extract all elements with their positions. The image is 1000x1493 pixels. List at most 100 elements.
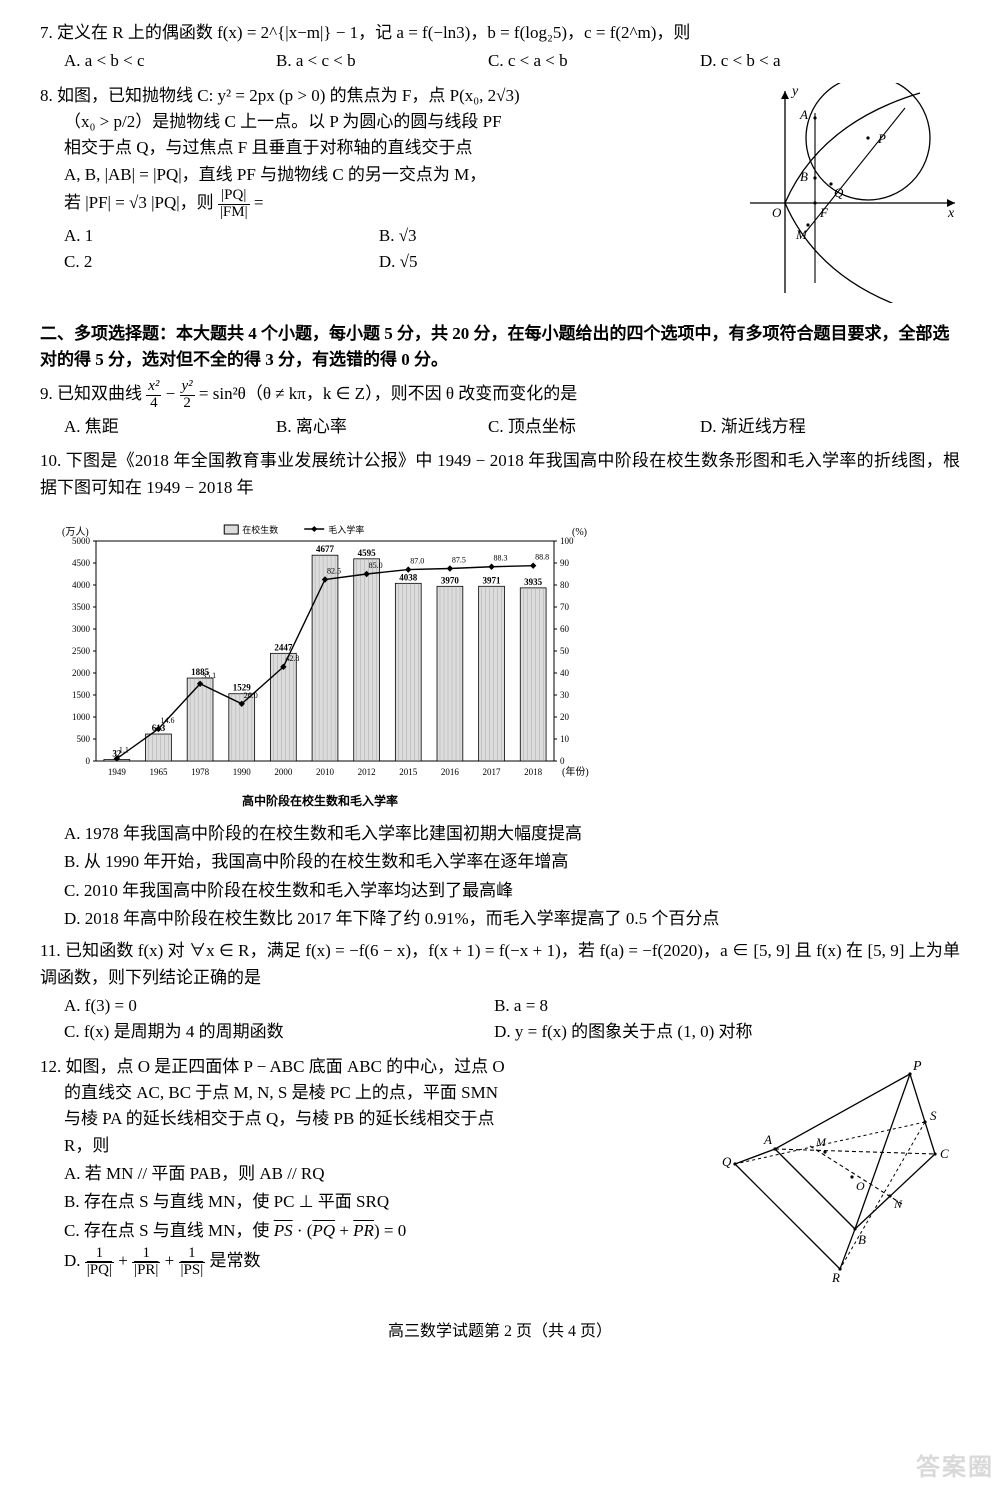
svg-text:2000: 2000 [72, 668, 91, 678]
svg-text:90: 90 [560, 558, 570, 568]
svg-text:82.5: 82.5 [327, 566, 341, 575]
q12-figure: P A B C Q R O M N S [720, 1054, 960, 1284]
q9-opt-d: D. 渐近线方程 [700, 414, 912, 440]
svg-text:(%): (%) [572, 527, 587, 538]
svg-text:40: 40 [560, 668, 570, 678]
svg-text:F: F [819, 205, 829, 220]
svg-text:Q: Q [834, 185, 844, 200]
q9-opt-b: B. 离心率 [276, 414, 488, 440]
svg-text:B: B [800, 169, 808, 184]
svg-text:50: 50 [560, 646, 570, 656]
svg-text:2016: 2016 [441, 767, 460, 777]
svg-text:M: M [795, 227, 808, 242]
svg-text:3970: 3970 [441, 575, 460, 585]
svg-text:4595: 4595 [358, 548, 377, 558]
watermark: 答案圈 [916, 1450, 994, 1487]
q11-opt-a: A. f(3) = 0 [64, 993, 494, 1019]
svg-text:O: O [856, 1179, 865, 1193]
svg-text:85.0: 85.0 [369, 561, 383, 570]
svg-text:1990: 1990 [233, 767, 252, 777]
q8-figure: y x O F A B P Q M [730, 83, 960, 303]
svg-text:70: 70 [560, 602, 570, 612]
svg-text:3500: 3500 [72, 602, 91, 612]
svg-text:2017: 2017 [483, 767, 502, 777]
svg-text:1965: 1965 [149, 767, 168, 777]
svg-text:N: N [893, 1197, 903, 1211]
svg-text:S: S [930, 1108, 937, 1123]
svg-text:毛入学率: 毛入学率 [328, 524, 364, 535]
q10-opt-c: C. 2010 年我国高中阶段在校生数和毛入学率均达到了最高峰 [64, 878, 960, 904]
svg-text:O: O [772, 205, 782, 220]
svg-text:M: M [815, 1135, 827, 1149]
q7-opt-c: C. c < a < b [488, 48, 700, 74]
section-2-heading: 二、多项选择题：本大题共 4 个小题，每小题 5 分，共 20 分，在每小题给出… [40, 321, 960, 374]
q11-stem: 11. 已知函数 f(x) 对 ∀x ∈ R，满足 f(x) = −f(6 − … [40, 938, 960, 991]
page-footer: 高三数学试题第 2 页（共 4 页） [40, 1320, 960, 1345]
svg-text:88.8: 88.8 [535, 553, 549, 562]
svg-text:2447: 2447 [274, 642, 293, 652]
svg-text:14.6: 14.6 [160, 716, 174, 725]
q7-opt-a: A. a < b < c [64, 48, 276, 74]
svg-text:88.3: 88.3 [494, 554, 508, 563]
svg-text:2012: 2012 [358, 767, 376, 777]
svg-text:30: 30 [560, 690, 570, 700]
q7-stem: 7. 定义在 R 上的偶函数 f(x) = 2^{|x−m|} − 1，记 a … [40, 20, 960, 46]
q8-opt-b: B. √3 [379, 223, 694, 249]
q10-stem: 10. 下图是《2018 年全国教育事业发展统计公报》中 1949 − 2018… [40, 448, 960, 501]
svg-text:1.1: 1.1 [119, 745, 129, 754]
svg-text:P: P [912, 1059, 922, 1074]
svg-text:4000: 4000 [72, 580, 91, 590]
svg-text:2000: 2000 [274, 767, 293, 777]
svg-text:高中阶段在校生数和毛入学率: 高中阶段在校生数和毛入学率 [242, 793, 398, 808]
svg-text:500: 500 [77, 734, 91, 744]
svg-text:4500: 4500 [72, 558, 91, 568]
svg-text:4038: 4038 [399, 572, 418, 582]
svg-text:3000: 3000 [72, 624, 91, 634]
svg-text:26.0: 26.0 [244, 691, 258, 700]
svg-text:2018: 2018 [524, 767, 543, 777]
svg-text:2010: 2010 [316, 767, 335, 777]
svg-text:80: 80 [560, 580, 570, 590]
q11-opt-b: B. a = 8 [494, 993, 924, 1019]
q9-opt-a: A. 焦距 [64, 414, 276, 440]
svg-text:2015: 2015 [399, 767, 418, 777]
svg-text:x: x [947, 206, 955, 221]
svg-text:4677: 4677 [316, 544, 335, 554]
svg-text:1949: 1949 [108, 767, 127, 777]
svg-text:1978: 1978 [191, 767, 210, 777]
svg-text:3971: 3971 [483, 575, 502, 585]
svg-text:60: 60 [560, 624, 570, 634]
q11-opt-d: D. y = f(x) 的图象关于点 (1, 0) 对称 [494, 1019, 924, 1045]
q10-opt-b: B. 从 1990 年开始，我国高中阶段的在校生数和毛入学率在逐年增高 [64, 849, 960, 875]
svg-text:87.5: 87.5 [452, 555, 466, 564]
svg-text:1000: 1000 [72, 712, 91, 722]
svg-text:42.8: 42.8 [285, 654, 299, 663]
svg-text:P: P [877, 131, 886, 146]
svg-text:3935: 3935 [524, 577, 543, 587]
svg-text:C: C [940, 1146, 949, 1161]
q7-opt-b: B. a < c < b [276, 48, 488, 74]
svg-text:0: 0 [560, 756, 565, 766]
svg-text:20: 20 [560, 712, 570, 722]
svg-text:0: 0 [86, 756, 91, 766]
q9-stem: 9. 已知双曲线 x²4 − y²2 = sin²θ（θ ≠ kπ，k ∈ Z）… [40, 379, 960, 412]
svg-text:A: A [763, 1132, 772, 1147]
svg-text:(年份): (年份) [562, 765, 589, 778]
svg-text:87.0: 87.0 [410, 557, 424, 566]
q8-opt-d: D. √5 [379, 249, 694, 275]
q9-opt-c: C. 顶点坐标 [488, 414, 700, 440]
svg-text:Q: Q [722, 1154, 732, 1169]
q10-opt-d: D. 2018 年高中阶段在校生数比 2017 年下降了约 0.91%，而毛入学… [64, 906, 960, 932]
svg-text:R: R [831, 1270, 840, 1284]
q8-opt-c: C. 2 [64, 249, 379, 275]
q10-opt-a: A. 1978 年我国高中阶段的在校生数和毛入学率比建国初期大幅度提高 [64, 821, 960, 847]
svg-text:2500: 2500 [72, 646, 91, 656]
svg-text:y: y [790, 84, 799, 99]
svg-text:在校生数: 在校生数 [242, 524, 278, 535]
svg-text:10: 10 [560, 734, 570, 744]
svg-text:(万人): (万人) [62, 526, 89, 538]
svg-text:B: B [858, 1232, 866, 1247]
svg-text:A: A [799, 107, 808, 122]
q7-opt-d: D. c < b < a [700, 48, 912, 74]
svg-text:1500: 1500 [72, 690, 91, 700]
